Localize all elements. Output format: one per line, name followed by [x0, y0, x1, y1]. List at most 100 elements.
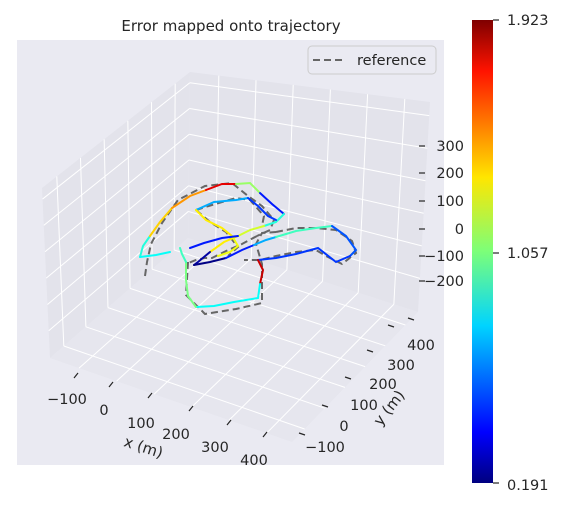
grid-line-z-back	[189, 133, 426, 182]
colorbar: 1.923 1.057 0.191	[472, 13, 549, 494]
y-tick	[321, 404, 329, 408]
grid-line-z	[45, 159, 190, 279]
x-tick	[108, 381, 114, 388]
tick-labels: −1000100200300400−1000100200300400−200−1…	[47, 139, 464, 469]
reference-segment	[185, 235, 258, 265]
trajectory-segment	[185, 261, 197, 308]
grid-line-z	[42, 82, 191, 200]
grid-line-z-back	[188, 210, 421, 279]
x-tick	[147, 392, 153, 399]
y-tick	[387, 324, 395, 328]
x-tick	[73, 372, 79, 379]
trajectory-segment	[195, 197, 249, 211]
z-tick-label: 100	[436, 194, 464, 210]
trajectory-segment	[275, 225, 333, 238]
trajectory-segment	[205, 183, 237, 191]
grid-line-x-wall	[357, 94, 369, 293]
trajectory-segment	[225, 244, 255, 259]
grid-line-y-wall	[79, 157, 87, 327]
trajectory-segment	[235, 181, 261, 194]
3d-panes	[42, 72, 430, 442]
y-tick	[366, 349, 374, 353]
grid-line-y	[151, 268, 386, 347]
y-tick-label: 400	[407, 338, 435, 354]
trajectory-segment	[253, 236, 277, 246]
grid-line-x	[153, 269, 288, 395]
colorbar-label-max: 1.923	[507, 13, 549, 29]
reference-segment	[144, 181, 276, 277]
grid-line-y-wall	[56, 176, 65, 347]
trajectory-segment	[149, 207, 173, 237]
grid-line-y	[63, 345, 305, 430]
grid-line-y	[129, 287, 366, 368]
grid-line-z-back	[189, 108, 428, 149]
grid-line-y	[107, 307, 346, 388]
grid-line-z	[47, 185, 189, 305]
trajectory-segment	[257, 259, 265, 285]
trajectory-segment	[217, 235, 240, 257]
tick-marks	[73, 145, 425, 438]
grid-line-x	[191, 280, 323, 408]
grid-line-x	[116, 257, 252, 382]
grid-line-z	[43, 108, 190, 226]
x-tick	[226, 419, 232, 426]
z-tick-label: 300	[436, 139, 464, 155]
grid-line-x-wall	[286, 84, 294, 270]
y-tick	[298, 432, 306, 436]
reference-segment	[244, 227, 358, 266]
grid-line-z	[48, 211, 189, 332]
x-tick	[262, 431, 268, 438]
grid-line-x-wall	[393, 98, 406, 305]
grid-line-z-back	[188, 159, 424, 214]
x-tick-label: −100	[47, 392, 87, 408]
y-tick-label: 100	[350, 398, 378, 414]
grid-line-x-wall	[215, 75, 220, 247]
y-tick-label: 0	[339, 419, 348, 435]
grid-line-y	[174, 249, 406, 326]
grid-line-y-wall	[103, 139, 109, 308]
grid-line-y-wall	[173, 83, 176, 251]
y-tick	[344, 376, 352, 380]
trajectory-segment	[139, 235, 151, 258]
trajectory-segment	[331, 225, 358, 257]
trajectory-segment	[247, 197, 277, 221]
trajectory-segment	[237, 225, 265, 237]
trajectory-segment	[171, 189, 207, 209]
grid-line-y	[85, 326, 325, 409]
grid-line-z	[44, 133, 190, 253]
trajectory-segment	[139, 251, 171, 258]
3d-grid	[42, 75, 430, 434]
trajectory-segment	[259, 192, 285, 215]
z-tick-label: −200	[424, 274, 464, 290]
colorbar-label-min: 0.191	[507, 478, 549, 494]
grid-line-y-wall	[127, 120, 131, 289]
x-tick-label: 300	[201, 440, 229, 456]
y-tick-label: −100	[305, 440, 345, 456]
y-tick-label: 300	[387, 358, 415, 374]
legend-reference-label: reference	[357, 53, 426, 69]
grid-line-x-wall	[322, 89, 331, 282]
z-tick-label: 200	[436, 166, 464, 182]
legend: reference	[307, 45, 437, 75]
grid-line-x	[228, 292, 359, 421]
grid-line-z-back	[189, 82, 430, 117]
grid-line-z-back	[188, 185, 422, 247]
grid-line-x	[78, 246, 216, 369]
colorbar-label-mid: 1.057	[507, 246, 549, 262]
z-tick-label: −100	[424, 249, 464, 265]
x-tick-label: 100	[127, 416, 155, 432]
y-tick-label: 200	[369, 377, 397, 393]
z-tick-label: 0	[455, 222, 464, 238]
trajectory-segment	[189, 235, 239, 249]
y-tick	[407, 317, 415, 321]
x-tick-label: 0	[99, 403, 108, 419]
chart-title: Error mapped onto trajectory	[121, 17, 340, 35]
x-tick-label: 400	[240, 453, 268, 469]
grid-line-y-wall	[151, 102, 153, 270]
trajectory-segment	[257, 246, 351, 264]
trajectory-segment	[193, 257, 227, 266]
trajectory-segment	[195, 283, 261, 308]
x-tick	[188, 405, 194, 412]
error-trajectory	[139, 181, 358, 308]
